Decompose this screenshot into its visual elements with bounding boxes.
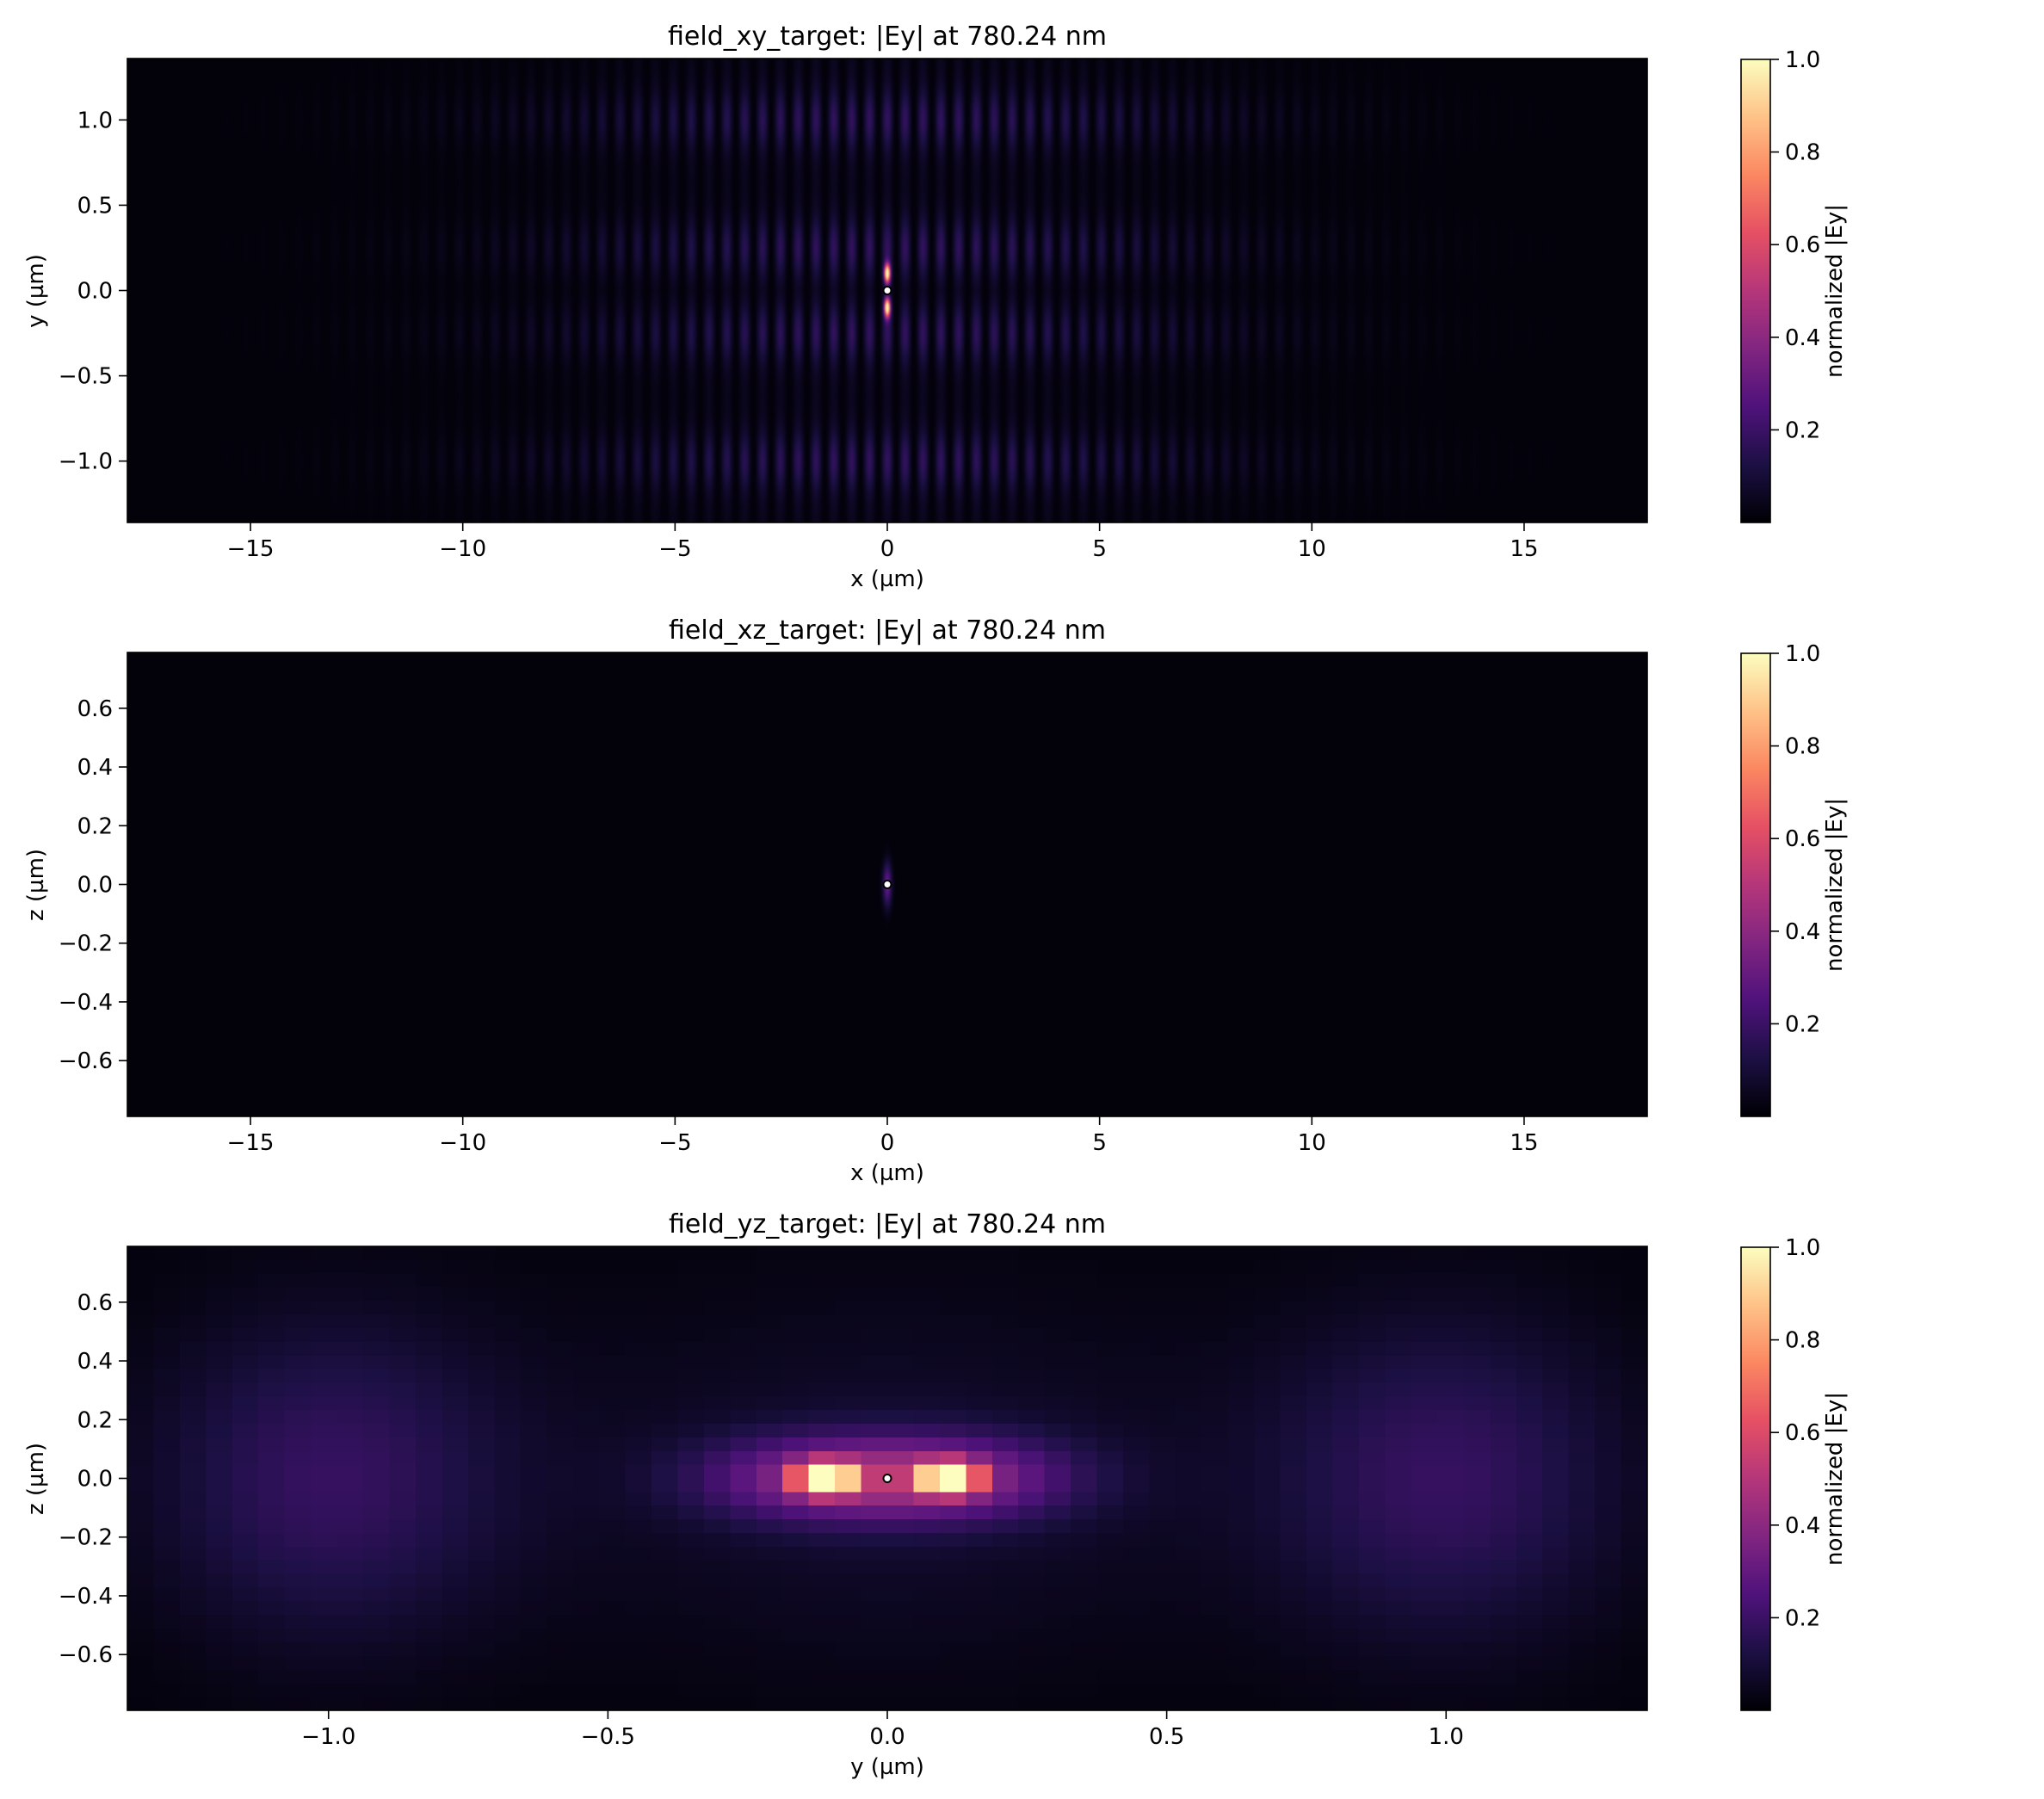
colorbar-tick-label: 0.4	[1785, 1513, 1820, 1539]
panel-xy: field_xy_target: |Ey| at 780.24 nm −15 −1…	[23, 22, 1848, 592]
colorbar-tick-label: 1.0	[1785, 47, 1820, 73]
y-tick-label: −0.6	[59, 1048, 113, 1074]
y-tick-label: 0.5	[77, 193, 113, 219]
panel-xz-colorbar-ticks: 0.2 0.4 0.6 0.8 1.0	[1770, 641, 1820, 1037]
panel-yz-y-ticks: −0.6 −0.4 −0.2 0.0 0.2 0.4 0.6	[59, 1290, 127, 1668]
panel-yz-source-marker	[882, 1474, 892, 1483]
y-tick-label: 1.0	[77, 108, 113, 133]
y-tick-label: −0.4	[59, 1584, 113, 1610]
y-tick-label: −0.6	[59, 1642, 113, 1668]
colorbar-tick-label: 0.6	[1785, 826, 1820, 852]
x-tick-label: 0	[880, 536, 895, 562]
panel-xy-colorbar	[1740, 59, 1771, 523]
y-tick-label: 0.0	[77, 279, 113, 305]
colorbar-tick-label: 0.4	[1785, 919, 1820, 945]
panel-xy-colorbar-ticks: 0.2 0.4 0.6 0.8 1.0	[1770, 47, 1820, 443]
panel-yz-colorbar-label: normalized |Ey|	[1822, 1392, 1848, 1566]
x-tick-label: 5	[1092, 536, 1107, 562]
x-tick-label: −15	[227, 536, 275, 562]
y-tick-label: −1.0	[59, 449, 113, 475]
colorbar-tick-label: 0.6	[1785, 1420, 1820, 1446]
x-tick-label: −1.0	[301, 1724, 355, 1750]
panel-xy-source-marker	[882, 286, 892, 295]
colorbar-tick-label: 0.8	[1785, 1328, 1820, 1354]
colorbar-tick-label: 0.6	[1785, 232, 1820, 258]
colorbar-tick-label: 0.2	[1785, 1605, 1820, 1631]
colorbar-tick-label: 1.0	[1785, 1235, 1820, 1261]
x-tick-label: 10	[1298, 1130, 1326, 1156]
panel-xz-title: field_xz_target: |Ey| at 780.24 nm	[669, 615, 1106, 646]
panel-xz-y-label: z (µm)	[23, 849, 49, 921]
panel-xy-title: field_xy_target: |Ey| at 780.24 nm	[668, 22, 1107, 52]
source-point	[882, 1474, 892, 1483]
panel-xz-colorbar	[1740, 652, 1771, 1117]
y-tick-label: 0.2	[77, 1407, 113, 1433]
panel-yz-x-label: y (µm)	[850, 1754, 924, 1780]
x-tick-label: −0.5	[581, 1724, 635, 1750]
x-tick-label: 10	[1298, 536, 1326, 562]
y-tick-label: −0.2	[59, 1525, 113, 1551]
panel-xz-x-label: x (µm)	[850, 1160, 924, 1186]
panel-xy-x-ticks: −15 −10 −5 0 5 10 15	[227, 522, 1538, 562]
panel-xz-colorbar-label: normalized |Ey|	[1822, 798, 1848, 972]
x-tick-label: 0.0	[869, 1724, 905, 1750]
colorbar-tick-label: 0.2	[1785, 1011, 1820, 1037]
x-tick-label: −5	[658, 1130, 691, 1156]
panel-xy-y-label: y (µm)	[23, 254, 49, 328]
panel-yz-x-ticks: −1.0 −0.5 0.0 0.5 1.0	[301, 1710, 1464, 1750]
panel-yz-colorbar-ticks: 0.2 0.4 0.6 0.8 1.0	[1770, 1235, 1820, 1631]
x-tick-label: 1.0	[1429, 1724, 1464, 1750]
x-tick-label: 15	[1510, 1130, 1538, 1156]
panel-yz: field_yz_target: |Ey| at 780.24 nm −1.0−…	[23, 1209, 1848, 1780]
x-tick-label: −15	[227, 1130, 275, 1156]
y-tick-label: 0.6	[77, 1290, 113, 1316]
colorbar-tick-label: 0.8	[1785, 140, 1820, 166]
x-tick-label: −10	[439, 536, 486, 562]
x-tick-label: −5	[658, 536, 691, 562]
colorbar-tick-label: 0.2	[1785, 417, 1820, 443]
panel-xy-y-ticks: −1.0 −0.5 0.0 0.5 1.0	[59, 108, 127, 475]
y-tick-label: 0.0	[77, 1467, 113, 1493]
source-point	[882, 880, 892, 889]
source-point	[882, 286, 892, 295]
y-tick-label: 0.4	[77, 1349, 113, 1375]
y-tick-label: −0.4	[59, 990, 113, 1016]
colorbar-tick-label: 0.8	[1785, 734, 1820, 760]
panel-xz-source-marker	[882, 880, 892, 889]
y-tick-label: 0.6	[77, 696, 113, 722]
panel-xy-x-label: x (µm)	[850, 566, 924, 592]
panel-xz-y-ticks: −0.6 −0.4 −0.2 0.0 0.2 0.4 0.6	[59, 696, 127, 1074]
y-tick-label: −0.5	[59, 364, 113, 390]
panel-xy-colorbar-label: normalized |Ey|	[1822, 204, 1848, 378]
y-tick-label: 0.2	[77, 813, 113, 839]
y-tick-label: 0.4	[77, 755, 113, 781]
colorbar-tick-label: 0.4	[1785, 325, 1820, 351]
x-tick-label: −10	[439, 1130, 486, 1156]
panel-yz-y-label: z (µm)	[23, 1443, 49, 1515]
y-tick-label: 0.0	[77, 873, 113, 899]
panel-yz-title: field_yz_target: |Ey| at 780.24 nm	[669, 1209, 1106, 1240]
x-tick-label: 0.5	[1149, 1724, 1184, 1750]
colorbar-tick-label: 1.0	[1785, 641, 1820, 667]
x-tick-label: 15	[1510, 536, 1538, 562]
panel-yz-colorbar	[1740, 1246, 1771, 1711]
panel-xz: field_xz_target: |Ey| at 780.24 nm −15 −1…	[23, 615, 1848, 1186]
y-tick-label: −0.2	[59, 931, 113, 957]
panel-xz-x-ticks: −15 −10 −5 0 5 10 15	[227, 1116, 1538, 1156]
x-tick-label: 5	[1092, 1130, 1107, 1156]
x-tick-label: 0	[880, 1130, 895, 1156]
